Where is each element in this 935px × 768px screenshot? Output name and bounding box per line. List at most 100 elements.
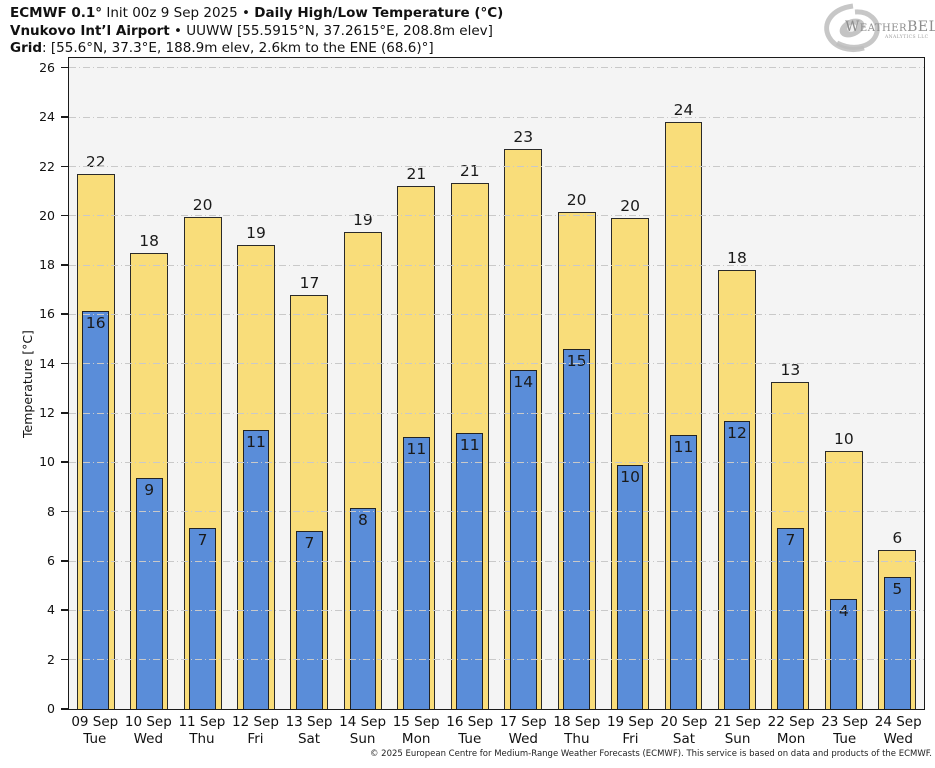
bar-low (616, 464, 644, 709)
logo-wordmark: WeatherBELL (845, 19, 935, 35)
x-tick-label: 17 Sep Wed (497, 714, 551, 747)
x-tick-label: 10 Sep Wed (122, 714, 176, 747)
bar-low-label: 15 (566, 351, 587, 370)
bar-low-label: 11 (673, 438, 694, 457)
y-tick-mark (61, 214, 68, 217)
x-tick-label: 16 Sep Tue (443, 714, 497, 747)
gridline (69, 313, 924, 315)
x-tick-date: 15 Sep (392, 714, 440, 730)
x-tick-date: 17 Sep (499, 714, 547, 730)
x-tick-date: 19 Sep (606, 714, 654, 730)
x-tick-label: 22 Sep Mon (764, 714, 818, 747)
x-axis: 09 Sep Tue 10 Sep Wed 11 Sep Thu 12 Sep Fri 13 S… (68, 714, 925, 747)
bar-low-label: 11 (459, 435, 480, 454)
init-time: Init 00z 9 Sep 2025 • (102, 5, 255, 21)
bar-low-label: 4 (838, 602, 849, 621)
bar-high-label: 10 (833, 430, 854, 449)
grid-label: Grid (10, 40, 43, 56)
model-name: ECMWF 0.1° (10, 5, 103, 21)
bar-group: 20 7 (176, 58, 229, 709)
logo-subtext: Analytics LLC (885, 35, 929, 40)
bar-group: 18 9 (122, 58, 175, 709)
bar-low (456, 432, 484, 709)
gridline (69, 264, 924, 266)
gridline (69, 166, 924, 167)
bar-high-label: 17 (299, 273, 320, 292)
bar-group: 19 11 (229, 58, 282, 709)
bar-low (402, 436, 430, 709)
bar-high-label: 6 (892, 528, 903, 547)
copyright-notice: © 2025 European Centre for Medium-Range … (369, 749, 932, 759)
y-tick-mark (61, 461, 68, 463)
x-tick-weekday: Fri (622, 730, 639, 747)
x-tick-label: 14 Sep Sun (336, 714, 390, 747)
bar-group: 18 12 (710, 58, 763, 709)
gridline (69, 609, 924, 611)
y-tick-label: 14 (39, 355, 55, 371)
y-tick-mark (61, 165, 68, 167)
y-tick-mark (61, 313, 68, 315)
bar-group: 13 7 (764, 58, 817, 709)
bar-low (883, 577, 911, 709)
gridline (69, 67, 924, 69)
x-tick-weekday: Wed (133, 730, 164, 747)
chart-title-line1: ECMWF 0.1° Init 00z 9 Sep 2025 • Daily H… (10, 5, 503, 23)
y-tick-label: 18 (39, 257, 55, 273)
y-tick-mark (61, 609, 68, 611)
bar-low (82, 310, 110, 709)
y-tick-label: 8 (47, 503, 55, 519)
chart-title: Daily High/Low Temperature (°C) (254, 5, 504, 21)
x-tick-weekday: Wed (883, 730, 913, 747)
x-tick-weekday: Thu (564, 730, 590, 747)
x-tick-label: 15 Sep Mon (389, 714, 443, 747)
x-tick-date: 14 Sep (339, 714, 387, 730)
bar-high-label: 19 (246, 224, 266, 243)
y-tick-mark (61, 412, 68, 414)
y-tick-label: 0 (47, 701, 55, 716)
bars-container: 22 16 18 9 20 7 19 11 17 7 19 8 21 11 21 11 23 14 20 15 20 10… (69, 58, 924, 709)
bar-low (670, 435, 697, 709)
bar-group: 21 11 (390, 58, 443, 709)
station-detail: • UUWW [55.5915°N, 37.2615°E, 208.8m ele… (169, 22, 493, 39)
bar-high-label: 13 (780, 361, 801, 380)
x-tick-label: 09 Sep Tue (68, 714, 122, 747)
chart-header: ECMWF 0.1° Init 00z 9 Sep 2025 • Daily H… (10, 5, 503, 58)
x-tick-date: 13 Sep (285, 714, 333, 730)
bar-high-label: 19 (353, 210, 373, 229)
x-tick-weekday: Wed (508, 730, 538, 747)
y-tick-label: 6 (47, 553, 55, 569)
x-tick-weekday: Thu (189, 730, 215, 747)
x-tick-weekday: Sat (297, 730, 321, 747)
bar-group: 22 16 (69, 58, 122, 709)
station-name: Vnukovo Int’l Airport (10, 22, 170, 39)
y-tick-label: 2 (47, 651, 55, 667)
x-tick-label: 13 Sep Sat (282, 714, 336, 747)
bar-low-label: 5 (892, 580, 903, 599)
gridline (69, 215, 924, 217)
bar-low-label: 7 (304, 534, 315, 553)
x-tick-weekday: Tue (833, 730, 857, 747)
bar-group: 10 4 (817, 58, 870, 709)
x-tick-date: 22 Sep (767, 714, 815, 730)
bar-high-label: 21 (406, 165, 427, 184)
bar-low (189, 527, 216, 709)
y-tick-label: 12 (39, 405, 55, 421)
bar-group: 17 7 (283, 58, 336, 709)
y-tick-mark (61, 264, 68, 266)
bar-high-label: 24 (673, 101, 694, 120)
bar-low-label: 12 (727, 423, 747, 442)
chart-title-line3: Grid: [55.6°N, 37.3°E, 188.9m elev, 2.6k… (10, 40, 503, 58)
x-tick-date: 18 Sep (553, 714, 601, 730)
bar-high-label: 20 (192, 196, 213, 215)
bar-low (563, 348, 591, 709)
bar-low (830, 599, 858, 709)
y-tick-label: 26 (39, 59, 55, 75)
y-tick-label: 24 (39, 109, 55, 125)
bar-high-label: 23 (513, 128, 534, 147)
bar-low-label: 14 (513, 372, 534, 391)
bar-low-label: 7 (197, 530, 208, 549)
bar-high-label: 20 (566, 191, 587, 210)
x-tick-weekday: Mon (401, 730, 431, 747)
bar-low-label: 9 (144, 481, 155, 500)
